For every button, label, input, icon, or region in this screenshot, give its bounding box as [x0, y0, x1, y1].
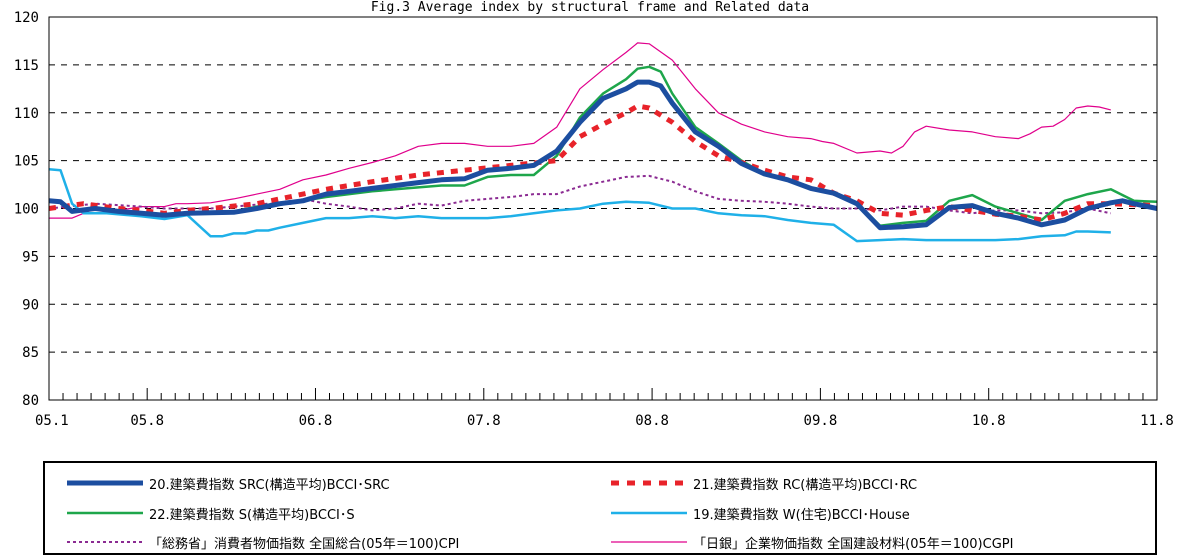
- y-tick-label: 120: [14, 10, 39, 26]
- series-line-0: [49, 42, 1111, 219]
- legend-item-cgpi: 「日銀」企業物価指数 全国建設材料(05年＝100)CGPI: [611, 531, 1013, 553]
- legend-swatch-src: [67, 480, 143, 486]
- series-line-5: [48, 79, 1158, 231]
- legend-label-cpi: 「総務省」消費者物価指数 全国総合(05年＝100)CPI: [149, 536, 460, 552]
- legend-item-s: 22.建築費指数 S(構造平均)BCCI･S: [67, 502, 355, 524]
- legend-swatch-house: [611, 511, 687, 515]
- y-tick-label: 100: [14, 202, 39, 218]
- legend-swatch-cgpi: [611, 541, 687, 543]
- legend-label-s: 22.建築費指数 S(構造平均)BCCI･S: [149, 507, 355, 523]
- x-tick-label: 06.8: [299, 413, 333, 429]
- y-tick-label: 90: [22, 297, 39, 313]
- y-tick-label: 95: [22, 249, 39, 265]
- legend-label-src: 20.建築費指数 SRC(構造平均)BCCI･SRC: [149, 477, 390, 493]
- y-tick-label: 115: [14, 58, 39, 74]
- legend-item-rc: 21.建築費指数 RC(構造平均)BCCI･RC: [611, 472, 917, 494]
- series-line-4: [48, 103, 1158, 223]
- legend-item-src: 20.建築費指数 SRC(構造平均)BCCI･SRC: [67, 472, 390, 494]
- x-tick-label: 11.8: [1140, 413, 1174, 429]
- legend-item-cpi: 「総務省」消費者物価指数 全国総合(05年＝100)CPI: [67, 531, 459, 553]
- x-tick-label: 08.8: [635, 413, 669, 429]
- axes: 80 85 90 95 100 105 110 115 120 05.1 05.8 06.8 07.8 0…: [14, 10, 1174, 429]
- y-tick-label: 105: [14, 154, 39, 170]
- legend-label-rc: 21.建築費指数 RC(構造平均)BCCI･RC: [693, 477, 918, 493]
- y-tick-label: 85: [22, 345, 39, 361]
- legend-label-house: 19.建築費指数 W(住宅)BCCI･House: [693, 507, 910, 523]
- x-tick-label: 09.8: [804, 413, 838, 429]
- y-tick-label: 110: [14, 106, 39, 122]
- legend-item-house: 19.建築費指数 W(住宅)BCCI･House: [611, 502, 910, 524]
- series-line-2: [48, 167, 1111, 243]
- x-tick-label: 05.1: [35, 413, 69, 429]
- chart-canvas: Fig.3 Average index by structural frame …: [14, 0, 1174, 429]
- x-tick-label: 07.8: [467, 413, 501, 429]
- grid-lines: [49, 64, 1157, 353]
- legend-swatch-cpi: [67, 541, 143, 543]
- y-tick-label: 80: [22, 393, 39, 409]
- legend-label-cgpi: 「日銀」企業物価指数 全国建設材料(05年＝100)CGPI: [693, 536, 1014, 552]
- legend-swatch-rc: [611, 480, 687, 486]
- series-lines: [48, 42, 1158, 243]
- legend: 20.建築費指数 SRC(構造平均)BCCI･SRC 21.建築費指数 RC(構…: [43, 461, 1157, 555]
- chart-title: Fig.3 Average index by structural frame …: [371, 0, 809, 15]
- legend-swatch-s: [67, 511, 143, 515]
- x-tick-label: 05.8: [130, 413, 164, 429]
- x-tick-label: 10.8: [972, 413, 1006, 429]
- plot-frame: [48, 16, 1158, 401]
